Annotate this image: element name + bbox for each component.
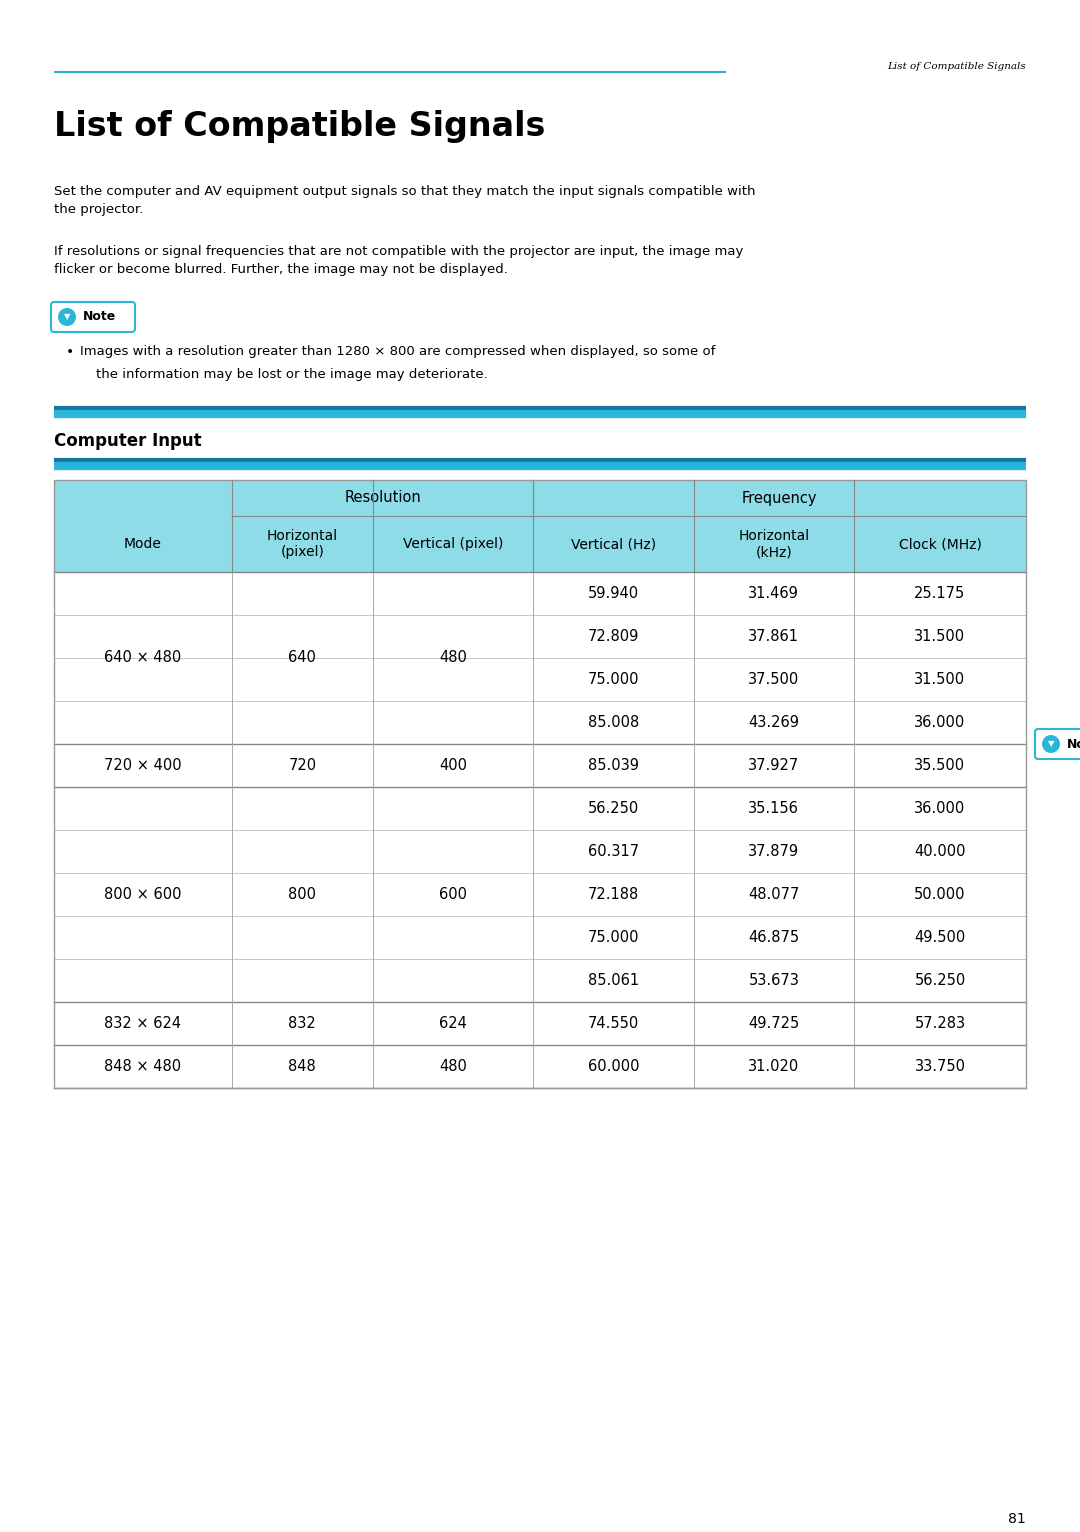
Text: 85.008: 85.008 [588, 715, 639, 731]
Bar [232, 787, 372, 1002]
Bar [54, 480, 1026, 1088]
Bar [54, 480, 1026, 571]
Text: Note: Note [82, 311, 116, 323]
Text: 60.317: 60.317 [588, 844, 639, 859]
Text: Note: Note [1066, 737, 1080, 751]
Circle shape [1042, 735, 1059, 754]
Bar [55, 573, 231, 743]
Text: 49.725: 49.725 [748, 1016, 799, 1031]
Text: Horizontal
(pixel): Horizontal (pixel) [267, 529, 338, 559]
Text: •: • [66, 345, 75, 358]
Bar [55, 787, 231, 1002]
Text: 85.061: 85.061 [588, 973, 639, 988]
Text: 624: 624 [440, 1016, 467, 1031]
Text: 35.156: 35.156 [748, 801, 799, 817]
Text: 848 × 480: 848 × 480 [105, 1059, 181, 1074]
Text: the information may be lost or the image may deteriorate.: the information may be lost or the image… [96, 368, 488, 381]
Text: Mode: Mode [124, 538, 162, 552]
Text: 36.000: 36.000 [915, 715, 966, 731]
Text: 36.000: 36.000 [915, 801, 966, 817]
Text: List of Compatible Signals: List of Compatible Signals [54, 110, 545, 142]
Bar [232, 573, 372, 743]
Text: 72.188: 72.188 [588, 887, 639, 902]
Text: 81: 81 [1009, 1512, 1026, 1526]
Text: Vertical (pixel): Vertical (pixel) [403, 538, 503, 552]
Text: 37.500: 37.500 [748, 673, 799, 686]
Text: 35.500: 35.500 [915, 758, 966, 774]
Text: Frequency: Frequency [742, 490, 818, 506]
Text: 37.879: 37.879 [748, 844, 799, 859]
Text: 31.469: 31.469 [748, 587, 799, 601]
Text: Horizontal
(kHz): Horizontal (kHz) [739, 529, 809, 559]
Text: Computer Input: Computer Input [54, 432, 202, 450]
Text: 37.861: 37.861 [748, 630, 799, 643]
FancyBboxPatch shape [51, 302, 135, 332]
FancyBboxPatch shape [1035, 729, 1080, 758]
Text: Vertical (Hz): Vertical (Hz) [571, 538, 656, 552]
Text: 832 × 624: 832 × 624 [105, 1016, 181, 1031]
Text: 46.875: 46.875 [748, 930, 799, 945]
Text: 640: 640 [288, 651, 316, 665]
Text: 480: 480 [440, 1059, 467, 1074]
Text: 832: 832 [288, 1016, 316, 1031]
Text: 31.500: 31.500 [915, 673, 966, 686]
Text: 40.000: 40.000 [915, 844, 966, 859]
Text: 75.000: 75.000 [588, 673, 639, 686]
Text: Images with a resolution greater than 1280 × 800 are compressed when displayed, : Images with a resolution greater than 12… [80, 345, 715, 358]
Text: ▼: ▼ [1048, 740, 1054, 749]
Text: 56.250: 56.250 [588, 801, 639, 817]
Text: 85.039: 85.039 [588, 758, 639, 774]
Text: List of Compatible Signals: List of Compatible Signals [888, 61, 1026, 70]
Text: 600: 600 [438, 887, 467, 902]
Text: ▼: ▼ [64, 313, 70, 322]
Text: Set the computer and AV equipment output signals so that they match the input si: Set the computer and AV equipment output… [54, 185, 756, 216]
Text: 57.283: 57.283 [915, 1016, 966, 1031]
Text: 480: 480 [440, 651, 467, 665]
Text: 37.927: 37.927 [748, 758, 799, 774]
Bar [374, 787, 532, 1002]
Text: 25.175: 25.175 [915, 587, 966, 601]
Text: 640 × 480: 640 × 480 [105, 651, 181, 665]
Text: 800 × 600: 800 × 600 [104, 887, 181, 902]
Text: 400: 400 [438, 758, 467, 774]
Text: 75.000: 75.000 [588, 930, 639, 945]
Text: 31.500: 31.500 [915, 630, 966, 643]
Text: If resolutions or signal frequencies that are not compatible with the projector : If resolutions or signal frequencies tha… [54, 245, 743, 276]
Text: 59.940: 59.940 [588, 587, 639, 601]
Text: 53.673: 53.673 [748, 973, 799, 988]
Text: 60.000: 60.000 [588, 1059, 639, 1074]
Text: 48.077: 48.077 [748, 887, 799, 902]
Text: 43.269: 43.269 [748, 715, 799, 731]
Text: 848: 848 [288, 1059, 316, 1074]
Text: 50.000: 50.000 [915, 887, 966, 902]
Text: 31.020: 31.020 [748, 1059, 799, 1074]
Text: 33.750: 33.750 [915, 1059, 966, 1074]
Circle shape [58, 308, 76, 326]
Text: 72.809: 72.809 [588, 630, 639, 643]
Text: Clock (MHz): Clock (MHz) [899, 538, 982, 552]
Text: 720: 720 [288, 758, 316, 774]
Text: 800: 800 [288, 887, 316, 902]
Text: 49.500: 49.500 [915, 930, 966, 945]
Text: Resolution: Resolution [345, 490, 421, 506]
Text: 720 × 400: 720 × 400 [104, 758, 181, 774]
Bar [374, 573, 532, 743]
Text: 56.250: 56.250 [915, 973, 966, 988]
Text: 74.550: 74.550 [588, 1016, 639, 1031]
